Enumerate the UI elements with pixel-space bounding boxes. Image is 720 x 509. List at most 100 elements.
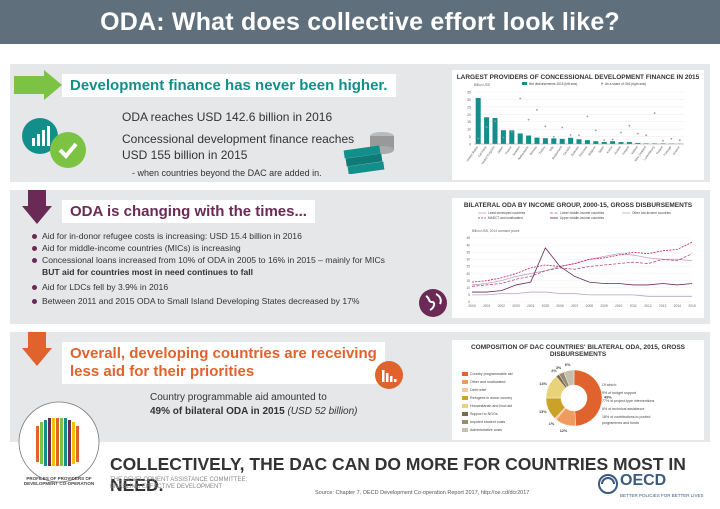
gni-point xyxy=(586,115,589,118)
income-group-chart: BILATERAL ODA BY INCOME GROUP, 2000-15, … xyxy=(452,198,704,318)
bar xyxy=(475,97,481,144)
gni-point xyxy=(636,132,639,135)
pie-data-label: 6% xyxy=(565,363,571,367)
x-tick-label: 2011 xyxy=(630,304,637,308)
gni-point xyxy=(603,139,606,141)
x-tick-label: 2015 xyxy=(688,304,696,308)
pie-data-label: 3% xyxy=(556,366,562,370)
bar xyxy=(618,142,624,144)
y-axis-label: Billion USD, 2014 constant prices xyxy=(472,229,520,233)
legend-swatch xyxy=(462,404,468,408)
gni-point xyxy=(485,126,488,128)
pie-data-label: 14% xyxy=(539,382,547,386)
bar xyxy=(484,117,490,144)
gni-point xyxy=(527,118,530,121)
concessional-line-b: USD 155 billion in 2015 xyxy=(122,148,248,162)
cpa-breakdown-4: 18% of contributions to pooled programme… xyxy=(602,415,651,425)
bar xyxy=(526,135,532,144)
oecd-tagline: BETTER POLICIES FOR BETTER LIVES xyxy=(620,493,704,498)
legend-swatch-bar xyxy=(522,82,527,85)
y-tick-label: 5 xyxy=(468,293,470,297)
badge-text: PROFILES OF PROVIDERS OF DEVELOPMENT CO-… xyxy=(23,476,95,486)
money-stack-icon xyxy=(343,132,394,174)
bar xyxy=(492,118,498,144)
gni-point xyxy=(628,124,631,127)
gni-point xyxy=(510,131,513,133)
x-tick-label: 2007 xyxy=(571,304,579,308)
bar xyxy=(643,143,649,144)
composition-chart: COMPOSITION OF DAC COUNTRIES' BILATERAL … xyxy=(452,340,704,440)
legend-label: Support to NGOs xyxy=(470,412,498,416)
y-tick-label: 10 xyxy=(466,286,470,290)
bar xyxy=(652,143,658,144)
header-bar: ODA: What does collective effort look li… xyxy=(0,0,720,44)
cpa-breakdown-3: 6% of technical assistance xyxy=(602,407,645,411)
legend-label: Other and unallocated xyxy=(470,380,506,384)
gni-point xyxy=(494,120,496,123)
gni-point xyxy=(552,135,555,138)
section-oda-changing: ODA is changing with the times... Aid fo… xyxy=(10,190,710,324)
gni-point xyxy=(519,97,522,100)
badge-graphic xyxy=(18,401,100,483)
legend-label: MADCT and unallocated xyxy=(488,216,523,220)
legend-label: Least developed countries xyxy=(488,211,526,215)
legend-swatch xyxy=(462,372,468,376)
globe-icon xyxy=(419,289,447,317)
bar xyxy=(601,141,607,144)
legend-item: Country programmable aid xyxy=(462,370,542,378)
oda-total-text: ODA reaches USD 142.6 billion in 2016 xyxy=(122,110,333,124)
legend-item: Other and unallocated xyxy=(462,378,542,386)
section3-title-line1: Overall, developing countries are receiv… xyxy=(70,345,377,362)
y-tick-label: 30 xyxy=(466,258,470,262)
legend-swatch-dot xyxy=(601,82,603,85)
series-line xyxy=(471,253,693,287)
income-chart-title: BILATERAL ODA BY INCOME GROUP, 2000-15, … xyxy=(463,202,693,209)
bullet-but: BUT aid for countries most in need conti… xyxy=(42,267,254,277)
bar xyxy=(534,137,540,144)
providers-chart-title: LARGEST PROVIDERS OF CONCESSIONAL DEVELO… xyxy=(456,74,700,81)
y-tick-label: 40 xyxy=(466,243,470,247)
bar xyxy=(517,133,523,144)
gni-point xyxy=(662,139,664,142)
bullet-sids: Between 2011 and 2015 ODA to Small Islan… xyxy=(32,295,392,307)
section3-title: Overall, developing countries are receiv… xyxy=(62,342,385,384)
legend-item: Support to NGOs xyxy=(462,410,542,418)
gni-point xyxy=(569,134,572,136)
cpa-share: 49% of bilateral ODA in xyxy=(150,406,260,417)
y-tick-label: 10 xyxy=(467,128,471,132)
x-tick-label: 2014 xyxy=(674,304,682,308)
pie-data-label: 1% xyxy=(549,422,555,426)
x-tick-label: Austria xyxy=(613,145,622,155)
oda-bullets: Aid for in-donor refugee costs is increa… xyxy=(32,230,392,307)
y-tick-label: 25 xyxy=(467,105,471,109)
legend-swatch xyxy=(462,428,468,432)
series-line xyxy=(471,253,693,286)
series-line xyxy=(472,291,692,297)
dac-line1: THE DEVELOPMENT ASSISTANCE COMMITTEE: xyxy=(110,477,248,483)
bar xyxy=(559,138,565,144)
oecd-logo-icon xyxy=(598,474,618,494)
y-tick-label: 20 xyxy=(466,272,470,276)
bar xyxy=(509,130,515,144)
gni-point xyxy=(578,134,580,137)
gni-point xyxy=(536,108,538,111)
bullet-refugee: Aid for in-donor refugee costs is increa… xyxy=(32,230,392,242)
cpa-breakdown-0: Of which: xyxy=(602,383,617,387)
cpa-year: 2015 xyxy=(262,406,285,417)
bar xyxy=(593,141,599,144)
bar xyxy=(542,138,548,144)
pie-data-label: 13% xyxy=(539,410,547,414)
pie-data-label: 12% xyxy=(560,429,568,433)
legend-label: Debt relief xyxy=(470,388,487,392)
x-tick-label: 2012 xyxy=(644,304,652,308)
pie-data-label: 49% xyxy=(604,395,612,399)
legend-label: Refugees in donor country xyxy=(470,396,513,400)
gni-point xyxy=(502,136,505,139)
bar xyxy=(660,143,666,144)
arrow-down-icon xyxy=(22,332,52,366)
gni-point xyxy=(544,125,547,128)
x-tick-label: 2013 xyxy=(659,304,667,308)
y-axis-label: Billion USD xyxy=(474,83,491,87)
gni-point xyxy=(594,129,597,132)
